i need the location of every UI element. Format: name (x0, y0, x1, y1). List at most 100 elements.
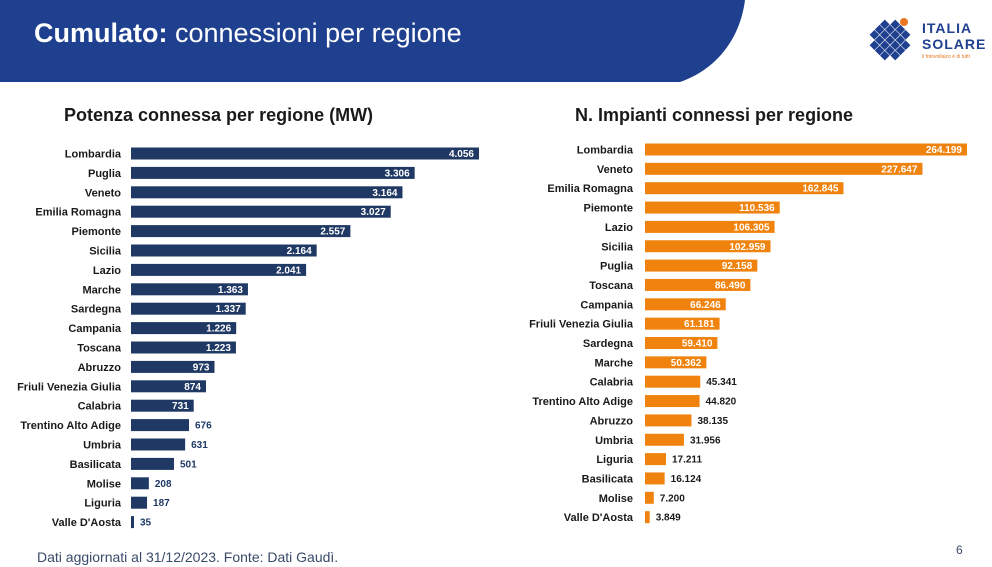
category-label: Basilicata (70, 459, 122, 471)
bar (645, 278, 751, 291)
logo-tagline: il fotovoltaico è di tutti (922, 54, 970, 60)
value-label: 2.557 (320, 227, 345, 238)
header-banner: Cumulato: connessioni per regione ITALIA… (0, 0, 992, 82)
category-label: Valle D'Aosta (52, 517, 122, 529)
category-label: Umbria (83, 440, 122, 452)
bar (645, 337, 718, 349)
value-label: 501 (180, 459, 197, 470)
bar (645, 259, 758, 272)
bar (131, 263, 307, 276)
value-label: 35 (140, 518, 152, 529)
value-label: 44.820 (706, 397, 737, 408)
value-label: 2.041 (276, 265, 301, 276)
category-label: Sardegna (583, 338, 634, 350)
bar (645, 511, 650, 524)
category-label: Abruzzo (590, 415, 634, 427)
value-label: 264.199 (926, 145, 963, 156)
logo-tile (874, 35, 885, 45)
category-label: Sicilia (601, 241, 634, 253)
page-title: Cumulato: connessioni per regione (34, 18, 462, 49)
category-label: Puglia (88, 168, 122, 180)
category-label: Puglia (600, 261, 634, 273)
page-number: 6 (956, 543, 963, 557)
category-label: Trentino Alto Adige (532, 396, 633, 408)
value-label: 59.410 (682, 339, 713, 350)
category-label: Umbria (595, 435, 634, 447)
bar (645, 182, 844, 195)
value-label: 1.226 (206, 324, 231, 335)
value-label: 3.306 (385, 168, 410, 179)
bar (131, 302, 246, 315)
value-label: 874 (184, 382, 201, 393)
value-label: 38.135 (697, 416, 728, 427)
bar (645, 201, 780, 214)
value-label: 227.647 (881, 164, 918, 175)
logo-tile (869, 29, 880, 40)
value-label: 3.849 (656, 513, 681, 524)
bar (131, 380, 206, 393)
category-label: Veneto (85, 187, 121, 199)
value-label: 86.490 (715, 280, 746, 291)
value-label: 973 (193, 362, 210, 373)
category-label: Campania (68, 323, 121, 335)
bar (645, 162, 923, 175)
value-label: 106.305 (733, 222, 770, 233)
category-label: Toscana (77, 343, 122, 355)
bar (645, 453, 666, 466)
bar (131, 399, 194, 412)
category-label: Calabria (78, 401, 122, 413)
value-label: 631 (191, 440, 208, 451)
category-label: Liguria (596, 454, 634, 466)
value-label: 1.337 (216, 304, 241, 315)
bar (645, 375, 701, 388)
bar (645, 298, 726, 311)
value-label: 162.845 (802, 184, 839, 195)
category-label: Veneto (597, 164, 633, 176)
category-label: Basilicata (582, 473, 634, 485)
bar (131, 205, 391, 218)
category-label: Lazio (605, 222, 633, 234)
value-label: 50.362 (671, 358, 702, 369)
bar (645, 356, 707, 369)
value-label: 208 (155, 479, 172, 490)
bar (131, 516, 135, 529)
bar (645, 240, 771, 253)
category-label: Toscana (589, 280, 634, 292)
bar (131, 360, 215, 373)
logo-tile (895, 45, 906, 56)
category-label: Lombardia (577, 145, 634, 157)
bar (131, 477, 149, 490)
logo-tile (895, 24, 906, 35)
logo-tile (869, 40, 880, 51)
category-label: Calabria (590, 377, 634, 389)
value-label: 102.959 (729, 242, 766, 253)
category-label: Lazio (93, 265, 121, 277)
page-title-bold: Cumulato: (34, 18, 168, 48)
bar (131, 283, 248, 296)
bar (131, 341, 236, 354)
bar (131, 322, 237, 335)
logo-tile (874, 24, 885, 35)
category-label: Emilia Romagna (35, 207, 121, 219)
bar (131, 225, 351, 238)
value-label: 7.200 (660, 493, 685, 504)
category-label: Lombardia (65, 149, 122, 161)
header-background (0, 0, 745, 82)
logo-tile (900, 40, 911, 51)
bar (645, 491, 654, 504)
italia-solare-logo: ITALIA SOLARE il fotovoltaico è di tutti (866, 14, 986, 66)
value-label: 92.158 (722, 261, 753, 272)
category-label: Liguria (84, 498, 122, 510)
value-label: 1.363 (218, 285, 243, 296)
value-label: 1.223 (206, 343, 231, 354)
right-chart-title: N. Impianti connessi per regione (575, 105, 854, 125)
logo-text-solare: SOLARE (922, 36, 987, 52)
category-label: Valle D'Aosta (564, 512, 634, 524)
bar (131, 419, 189, 432)
bar (131, 457, 174, 470)
bar (645, 317, 720, 330)
footnote: Dati aggiornati al 31/12/2023. Fonte: Da… (37, 549, 339, 565)
logo-tile (900, 29, 911, 40)
value-label: 17.211 (672, 455, 702, 466)
